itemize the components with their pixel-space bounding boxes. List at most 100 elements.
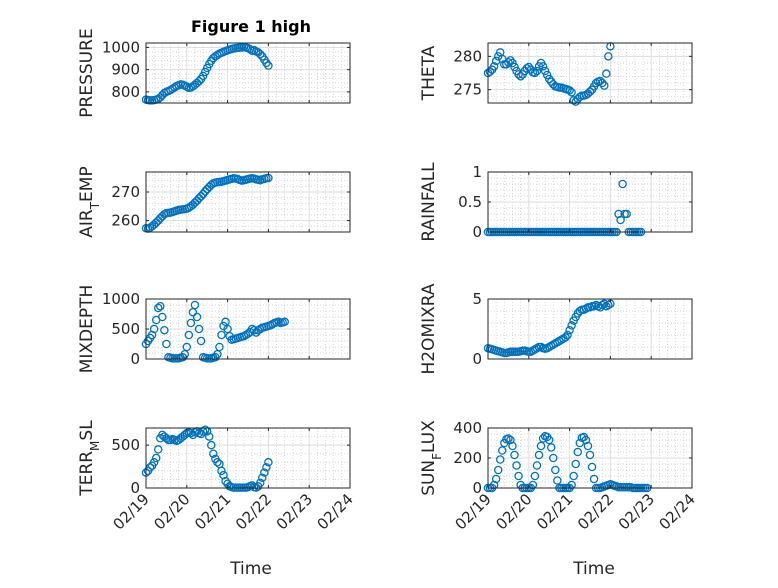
data-point xyxy=(198,189,208,199)
axes-box-pressure xyxy=(145,42,351,104)
y-tick-label: 0 xyxy=(472,479,482,497)
plot-area-pressure xyxy=(146,43,350,103)
y-axis-label-main: RAINFALL xyxy=(419,162,439,242)
data-point xyxy=(498,446,507,455)
data-point xyxy=(587,462,597,472)
data-point xyxy=(217,330,226,340)
data-point xyxy=(569,471,578,481)
y-axis-label-main: PRESSURE xyxy=(77,28,97,117)
subplot-h2omixra: 0 5 H2OMIXRA xyxy=(419,283,693,375)
x-tick-label: 02/20 xyxy=(150,490,193,533)
y-axis-label-terr_msl: TERRMSL xyxy=(77,420,102,497)
data-point xyxy=(549,453,558,463)
data-point xyxy=(491,474,501,484)
data-point xyxy=(534,450,544,460)
data-point xyxy=(249,45,259,55)
data-point xyxy=(186,428,196,438)
data-point xyxy=(510,62,519,72)
data-point xyxy=(264,61,273,70)
data-point xyxy=(544,435,554,445)
data-point xyxy=(255,478,265,488)
data-point xyxy=(151,453,161,463)
y-axis-label-sun_flux: SUNFLUX xyxy=(419,420,444,496)
data-point xyxy=(264,458,273,467)
data-point xyxy=(260,468,269,477)
subplot-pressure: 800 900 1000 PRESSURE xyxy=(77,28,351,118)
series-h2omixra xyxy=(483,299,615,358)
x-axis-label-right: Time xyxy=(572,559,615,579)
data-point xyxy=(508,58,517,68)
data-point xyxy=(536,441,546,451)
y-axis-label-suffix: EMP xyxy=(77,166,97,202)
subplot-air_temp: 260 270 AIRTEMP xyxy=(77,166,351,238)
data-point xyxy=(604,52,613,61)
data-point xyxy=(262,463,271,472)
y-axis-label-subscript: M xyxy=(88,441,102,451)
data-point xyxy=(156,301,165,311)
x-tick-label: 02/20 xyxy=(492,490,535,533)
axes-box-h2omixra xyxy=(487,298,693,360)
data-point xyxy=(504,434,513,443)
data-point xyxy=(153,445,163,454)
data-point xyxy=(196,336,206,346)
series-air_temp xyxy=(141,173,273,233)
data-point xyxy=(514,471,523,481)
data-point xyxy=(258,473,267,482)
y-tick-label: 0 xyxy=(130,479,140,497)
data-point xyxy=(538,62,548,71)
y-axis-label-subscript: F xyxy=(430,453,444,460)
x-tick-label: 02/22 xyxy=(574,490,617,533)
y-tick-label: 280 xyxy=(453,47,482,65)
data-point xyxy=(616,215,625,225)
data-point xyxy=(571,459,580,469)
y-tick-label: 800 xyxy=(111,83,140,101)
subplot-sun_flux: 0200400SUNFLUX02/1902/2002/2102/2202/230… xyxy=(419,419,699,533)
data-point xyxy=(561,333,570,342)
x-tick-label: 02/24 xyxy=(314,490,357,533)
data-point xyxy=(162,434,171,443)
data-point xyxy=(567,321,576,330)
axes-box-terr_msl xyxy=(145,427,351,489)
subplot-theta: 275 280 THETA xyxy=(419,42,693,106)
data-point xyxy=(540,66,550,76)
y-tick-label: 900 xyxy=(111,61,140,79)
data-point xyxy=(508,441,517,451)
chart-title: Figure 1 high xyxy=(191,17,311,36)
data-point xyxy=(553,476,562,485)
data-point xyxy=(162,339,171,349)
data-point xyxy=(204,432,214,441)
y-tick-label: 1 xyxy=(472,163,482,181)
data-point xyxy=(182,342,192,352)
data-point xyxy=(618,179,627,189)
data-point xyxy=(573,447,583,457)
x-tick-label: 02/23 xyxy=(273,490,316,533)
y-tick-label: 0 xyxy=(472,223,482,241)
data-point xyxy=(190,300,200,310)
data-point xyxy=(495,455,505,464)
y-axis-label-h2omixra: H2OMIXRA xyxy=(419,283,439,374)
data-point xyxy=(512,461,521,470)
data-point xyxy=(504,58,513,67)
data-point xyxy=(243,329,253,339)
data-point xyxy=(255,49,265,59)
data-point xyxy=(215,342,224,352)
data-point xyxy=(583,441,593,451)
x-tick-label: 02/21 xyxy=(533,490,576,533)
data-point xyxy=(591,78,601,88)
data-point xyxy=(585,450,595,460)
data-point xyxy=(209,449,218,458)
y-axis-label-main: H2OMIXRA xyxy=(419,283,439,374)
y-axis-label-rainfall: RAINFALL xyxy=(419,162,439,242)
y-tick-label: 270 xyxy=(111,183,140,201)
data-point xyxy=(247,481,257,490)
series-theta xyxy=(483,42,615,106)
series-mixdepth xyxy=(141,300,289,363)
y-tick-label: 260 xyxy=(111,212,140,230)
data-point xyxy=(567,480,576,490)
data-point xyxy=(565,325,574,335)
y-tick-label: 500 xyxy=(111,436,140,454)
y-tick-label: 400 xyxy=(453,419,482,437)
